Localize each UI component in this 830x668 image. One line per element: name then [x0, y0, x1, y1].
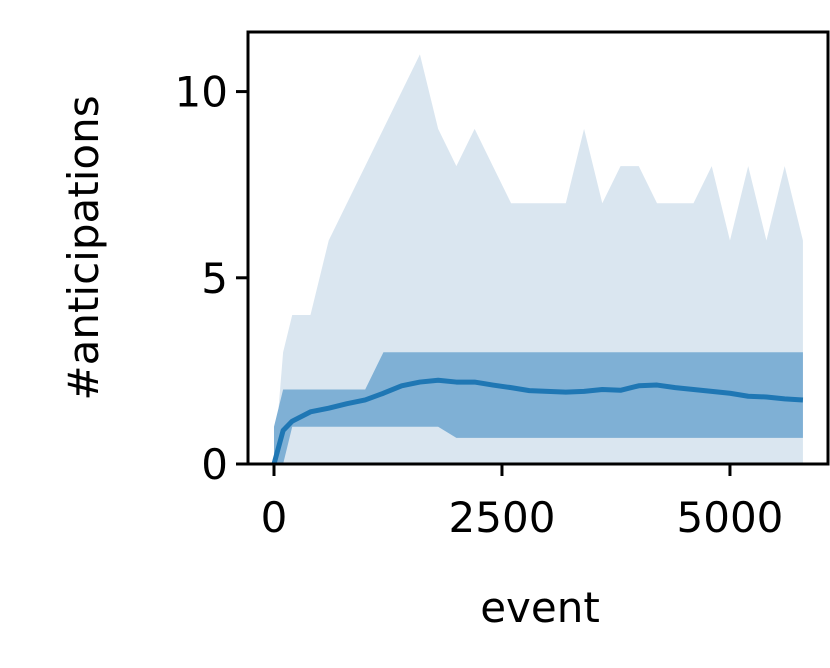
- x-tick-label: 0: [261, 493, 288, 542]
- x-tick-label: 5000: [677, 493, 784, 542]
- y-axis-label: #anticipations: [59, 95, 108, 400]
- y-tick-label: 10: [175, 68, 228, 117]
- band: [273, 352, 803, 464]
- y-tick-label: 5: [201, 254, 228, 303]
- x-axis-label: event: [480, 583, 600, 632]
- line: [271, 377, 804, 465]
- y-tick-label: 0: [201, 440, 228, 489]
- x-tick-label: 2500: [449, 493, 556, 542]
- plot-frame: [246, 30, 830, 466]
